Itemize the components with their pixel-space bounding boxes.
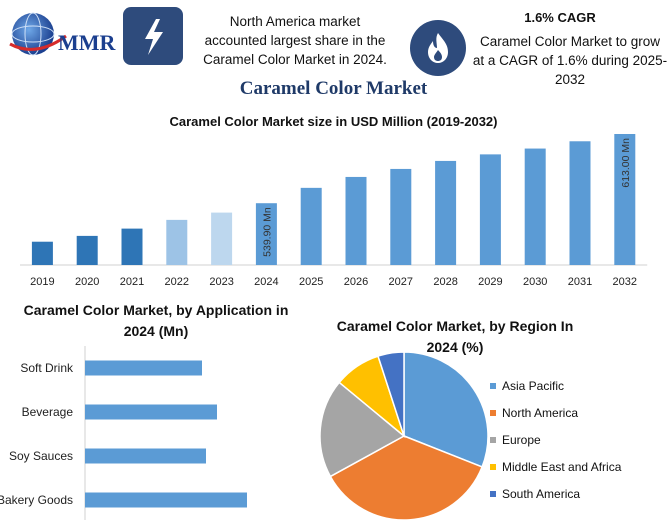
bar-2026	[345, 176, 367, 265]
bar-soft-drink	[85, 360, 202, 376]
market-size-bar-chart: 2019 2020 2021 2022 2023 2024 2025 2026 2027 2028…	[20, 134, 648, 288]
bar-soy-sauces	[85, 448, 206, 464]
bar-2028	[435, 160, 457, 265]
cagr-line: at a CAGR of 1.6% during 2025-	[472, 53, 667, 68]
flame-icon	[410, 20, 466, 76]
bar-bakery-goods	[85, 492, 247, 508]
mmr-logo	[6, 8, 116, 60]
legend-swatch	[490, 382, 496, 389]
category-label: Soy Sauces	[9, 449, 73, 463]
bar-2025	[300, 187, 322, 265]
pie-slice-asia-pacific	[403, 351, 489, 468]
legend-item: Asia Pacific	[490, 372, 621, 399]
tick-label-2019: 2019	[30, 276, 54, 288]
page-title: Caramel Color Market	[239, 78, 428, 99]
tick-label-2029: 2029	[478, 276, 502, 288]
bar-2032	[614, 134, 636, 265]
region-pie-chart	[319, 351, 489, 521]
north-america-info: North America market accounted largest s…	[195, 12, 395, 69]
cagr-line: 2032	[554, 72, 586, 87]
legend-label: Asia Pacific	[502, 378, 565, 393]
category-label: Beverage	[22, 405, 74, 419]
pie-slice-north-america	[329, 435, 484, 521]
logo-text: MMR	[58, 30, 116, 55]
legend-label: South America	[502, 486, 581, 501]
region-legend: Asia Pacific North America Europe Middle Ea…	[490, 372, 621, 507]
title-line: 2024 (Mn)	[123, 323, 189, 339]
pie-slice-europe	[319, 381, 406, 478]
bar-2027	[390, 168, 412, 265]
application-bar-chart: Soft Drink Beverage Soy Sauces Bakery Goods	[0, 346, 247, 520]
bar-beverage	[85, 404, 217, 420]
tick-label-2023: 2023	[209, 276, 233, 288]
category-label: Bakery Goods	[0, 493, 73, 507]
tick-label-2026: 2026	[344, 276, 368, 288]
category-label: Soft Drink	[20, 361, 74, 375]
bar-2021	[121, 228, 143, 265]
bar-2022	[166, 219, 188, 265]
legend-label: Europe	[502, 432, 541, 447]
legend-item: South America	[490, 480, 621, 507]
application-chart-title: Caramel Color Market, by Application in …	[6, 300, 306, 342]
tick-label-2020: 2020	[75, 276, 99, 288]
tick-label-2028: 2028	[433, 276, 457, 288]
bar-2030	[524, 148, 546, 265]
legend-label: North America	[502, 405, 579, 420]
pie-slice-south-america	[377, 351, 405, 437]
tick-label-2025: 2025	[299, 276, 323, 288]
bar-2029	[479, 154, 501, 265]
cagr-line: Caramel Color Market to grow	[479, 34, 661, 49]
tick-label-2027: 2027	[389, 276, 413, 288]
title-line: 2024 (%)	[426, 339, 484, 355]
tick-label-2022: 2022	[165, 276, 189, 288]
tick-label-2032: 2032	[613, 276, 637, 288]
legend-swatch	[490, 490, 496, 497]
info-line: accounted largest share in the	[204, 33, 386, 48]
bar-2024	[255, 203, 277, 265]
bar-2023	[211, 212, 233, 265]
cagr-title: 1.6% CAGR	[524, 10, 596, 25]
info-line: Caramel Color Market in 2024.	[203, 52, 387, 67]
legend-item: Europe	[490, 426, 621, 453]
bar-2020	[76, 235, 98, 265]
legend-swatch	[490, 409, 496, 416]
tick-label-2021: 2021	[120, 276, 144, 288]
globe-icon	[9, 12, 67, 56]
legend-label: Middle East and Africa	[502, 459, 622, 474]
tick-label-2030: 2030	[523, 276, 547, 288]
title-line: Caramel Color Market, by Application in	[23, 302, 289, 318]
legend-swatch	[490, 463, 496, 470]
lightning-bolt-icon	[123, 7, 183, 65]
bar-chart-title: Caramel Color Market size in USD Million…	[169, 114, 498, 129]
legend-item: Middle East and Africa	[490, 453, 621, 480]
tick-label-2024: 2024	[254, 276, 278, 288]
info-line: North America market	[229, 14, 361, 29]
title-line: Caramel Color Market, by Region In	[336, 318, 574, 334]
cagr-info: Caramel Color Market to grow at a CAGR o…	[470, 32, 667, 89]
data-label: 539.90 Mn	[261, 207, 273, 257]
legend-swatch	[490, 436, 496, 443]
data-label: 613.00 Mn	[620, 138, 632, 188]
bar-2019	[31, 241, 53, 265]
legend-item: North America	[490, 399, 621, 426]
tick-label-2031: 2031	[568, 276, 592, 288]
bar-2031	[569, 141, 591, 265]
region-chart-title: Caramel Color Market, by Region In 2024 …	[330, 316, 580, 358]
